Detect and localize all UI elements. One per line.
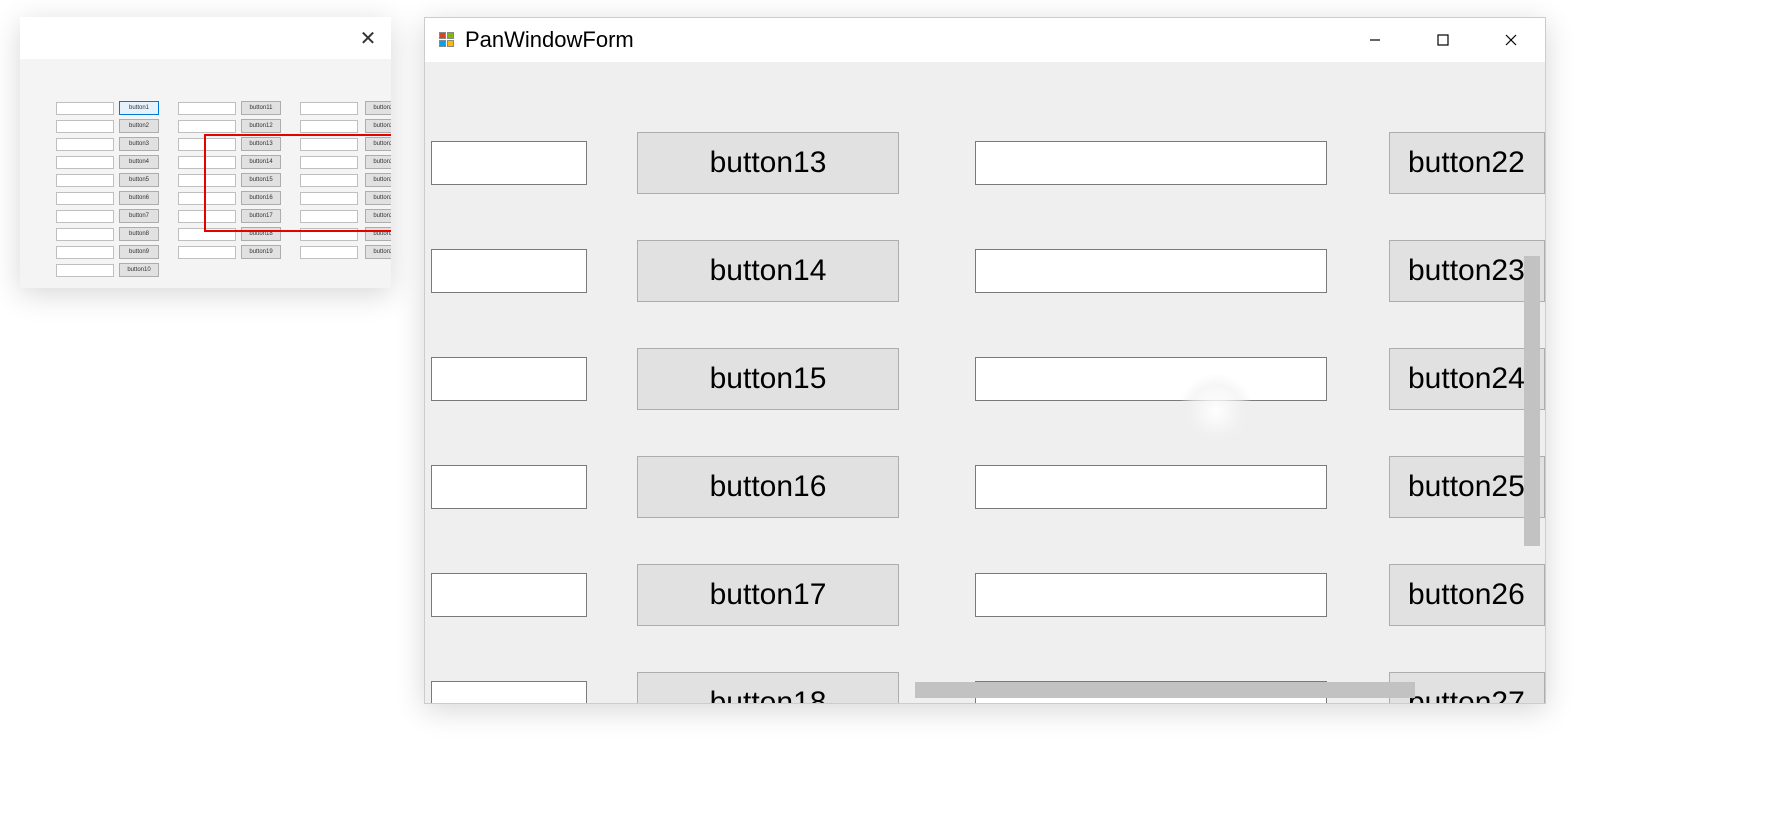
overview-textbox [300, 192, 358, 205]
button14[interactable]: button14 [637, 240, 899, 302]
textbox[interactable] [975, 357, 1327, 401]
overview-button17: button17 [241, 209, 281, 223]
app-icon [439, 32, 455, 48]
close-button[interactable] [1477, 18, 1545, 62]
textbox[interactable] [431, 249, 587, 293]
overview-textbox [56, 120, 114, 133]
vertical-scrollbar[interactable] [1521, 106, 1543, 669]
overview-button10: button10 [119, 263, 159, 277]
overview-button28: button28 [365, 245, 391, 259]
overview-button5: button5 [119, 173, 159, 187]
textbox[interactable] [431, 573, 587, 617]
overview-textbox [56, 246, 114, 259]
overview-textbox [56, 192, 114, 205]
horizontal-scrollbar[interactable] [425, 679, 1521, 701]
overview-textbox [56, 210, 114, 223]
button15[interactable]: button15 [637, 348, 899, 410]
overview-textbox [300, 156, 358, 169]
overview-textbox [178, 192, 236, 205]
overview-button7: button7 [119, 209, 159, 223]
overview-textbox [178, 120, 236, 133]
overview-textbox [300, 102, 358, 115]
overview-button4: button4 [119, 155, 159, 169]
overview-textbox [300, 138, 358, 151]
overview-button6: button6 [119, 191, 159, 205]
overview-button20: button20 [365, 101, 391, 115]
overview-button19: button19 [241, 245, 281, 259]
overview-textbox [56, 138, 114, 151]
overview-textbox [178, 174, 236, 187]
overview-textbox [178, 210, 236, 223]
button17[interactable]: button17 [637, 564, 899, 626]
window-controls [1341, 18, 1545, 62]
close-icon: ✕ [360, 26, 377, 51]
overview-button12: button12 [241, 119, 281, 133]
overview-button27: button27 [365, 227, 391, 241]
button16[interactable]: button16 [637, 456, 899, 518]
overview-button1: button1 [119, 101, 159, 115]
maximize-icon [1436, 33, 1450, 47]
overview-button14: button14 [241, 155, 281, 169]
overview-textbox [178, 138, 236, 151]
overview-textbox [56, 102, 114, 115]
overview-textbox [300, 210, 358, 223]
overview-button11: button11 [241, 101, 281, 115]
overview-textbox [56, 264, 114, 277]
maximize-button[interactable] [1409, 18, 1477, 62]
overview-textbox [178, 156, 236, 169]
overview-button26: button26 [365, 209, 391, 223]
overview-textbox [178, 102, 236, 115]
minimize-button[interactable] [1341, 18, 1409, 62]
overview-button18: button18 [241, 227, 281, 241]
overview-button15: button15 [241, 173, 281, 187]
textbox[interactable] [975, 141, 1327, 185]
overview-button21: button21 [365, 119, 391, 133]
overview-textbox [56, 174, 114, 187]
overview-button23: button23 [365, 155, 391, 169]
overview-button24: button24 [365, 173, 391, 187]
textbox[interactable] [975, 249, 1327, 293]
overview-button13: button13 [241, 137, 281, 151]
overview-button9: button9 [119, 245, 159, 259]
overview-button22: button22 [365, 137, 391, 151]
main-window: PanWindowForm button13button22button14bu… [424, 17, 1546, 704]
textbox[interactable] [431, 465, 587, 509]
main-titlebar[interactable]: PanWindowForm [425, 18, 1545, 62]
overview-button25: button25 [365, 191, 391, 205]
overview-textbox [178, 246, 236, 259]
overview-textbox [300, 228, 358, 241]
textbox[interactable] [431, 357, 587, 401]
overview-textbox [300, 120, 358, 133]
overview-textbox [300, 246, 358, 259]
main-title: PanWindowForm [465, 27, 634, 53]
textbox[interactable] [975, 465, 1327, 509]
overview-button8: button8 [119, 227, 159, 241]
overview-button2: button2 [119, 119, 159, 133]
main-body[interactable]: button13button22button14button23button15… [425, 62, 1545, 703]
minimize-icon [1368, 33, 1382, 47]
overview-button3: button3 [119, 137, 159, 151]
overview-textbox [56, 156, 114, 169]
overview-body[interactable]: button1 button11 button20 button2 button12 bu… [20, 59, 391, 288]
overview-textbox [56, 228, 114, 241]
overview-window: ✕ button1 button11 button20 button2 button12… [20, 17, 391, 288]
button13[interactable]: button13 [637, 132, 899, 194]
textbox[interactable] [975, 573, 1327, 617]
close-icon [1504, 33, 1518, 47]
overview-textbox [178, 228, 236, 241]
vertical-scroll-thumb[interactable] [1524, 256, 1540, 546]
horizontal-scroll-thumb[interactable] [915, 682, 1415, 698]
overview-textbox [300, 174, 358, 187]
overview-close-button[interactable]: ✕ [345, 17, 391, 59]
textbox[interactable] [431, 141, 587, 185]
overview-button16: button16 [241, 191, 281, 205]
overview-titlebar: ✕ [20, 17, 391, 59]
